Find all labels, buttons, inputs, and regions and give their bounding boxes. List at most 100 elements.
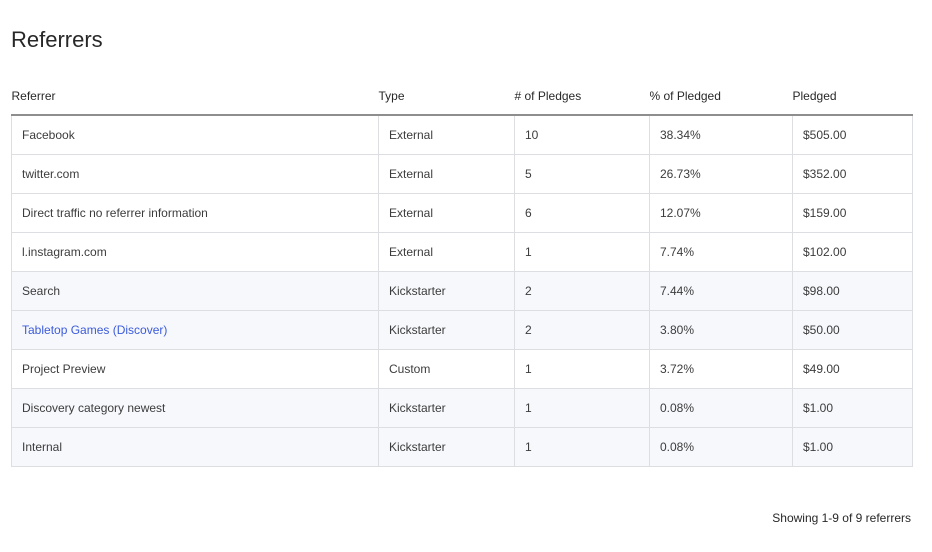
cell-pledged-text: $1.00 (803, 440, 834, 454)
cell-type: External (378, 232, 515, 272)
cell-pledges-text: 1 (525, 401, 532, 415)
cell-percent-pledged-text: 7.44% (660, 284, 695, 298)
referrer-link[interactable]: Tabletop Games (Discover) (22, 323, 168, 337)
cell-percent-pledged: 12.07% (649, 193, 793, 233)
cell-pledges: 1 (514, 232, 650, 272)
cell-pledged: $49.00 (792, 349, 913, 389)
cell-pledged: $352.00 (792, 154, 913, 194)
cell-pledges-text: 6 (525, 206, 532, 220)
cell-referrer-text: Project Preview (22, 362, 106, 376)
cell-percent-pledged-text: 12.07% (660, 206, 701, 220)
column-header-pledges[interactable]: # of Pledges (514, 78, 650, 116)
cell-type: External (378, 193, 515, 233)
cell-pledges: 2 (514, 271, 650, 311)
table-row: Direct traffic no referrer information Ex… (11, 193, 913, 233)
table-row: Discovery category newest Kickstarter 1 0.0… (11, 388, 913, 428)
cell-pledged: $98.00 (792, 271, 913, 311)
column-header-type[interactable]: Type (378, 78, 515, 116)
cell-percent-pledged: 0.08% (649, 427, 793, 467)
cell-referrer: Project Preview (11, 349, 379, 389)
column-header-pledged[interactable]: Pledged (792, 78, 913, 116)
cell-pledged: $1.00 (792, 388, 913, 428)
cell-type-text: Custom (389, 362, 431, 376)
cell-referrer: Tabletop Games (Discover) (11, 310, 379, 350)
cell-percent-pledged-text: 7.74% (660, 245, 695, 259)
cell-percent-pledged-text: 3.72% (660, 362, 695, 376)
cell-percent-pledged-text: 38.34% (660, 128, 701, 142)
cell-type-text: Kickstarter (389, 323, 446, 337)
cell-referrer-text: Direct traffic no referrer information (22, 206, 208, 220)
cell-pledged-text: $505.00 (803, 128, 847, 142)
cell-percent-pledged-text: 3.80% (660, 323, 695, 337)
cell-pledges: 1 (514, 349, 650, 389)
cell-referrer: l.instagram.com (11, 232, 379, 272)
table-row: Facebook External 10 38.34% $505.00 (11, 114, 913, 155)
cell-pledges: 6 (514, 193, 650, 233)
cell-pledges-text: 5 (525, 167, 532, 181)
pagination-status: Showing 1-9 of 9 referrers (772, 511, 911, 525)
cell-pledged: $505.00 (792, 114, 913, 155)
table-row: Project Preview Custom 1 3.72% $49.00 (11, 349, 913, 389)
table-row: Internal Kickstarter 1 0.08% $1.00 (11, 427, 913, 467)
cell-percent-pledged: 26.73% (649, 154, 793, 194)
cell-pledged-text: $98.00 (803, 284, 840, 298)
cell-pledged-text: $50.00 (803, 323, 840, 337)
cell-pledged: $1.00 (792, 427, 913, 467)
column-header-referrer[interactable]: Referrer (11, 78, 379, 116)
cell-pledges: 5 (514, 154, 650, 194)
cell-pledges-text: 1 (525, 362, 532, 376)
cell-type: Kickstarter (378, 310, 515, 350)
cell-referrer: Facebook (11, 114, 379, 155)
cell-referrer: Internal (11, 427, 379, 467)
table-row: Search Kickstarter 2 7.44% $98.00 (11, 271, 913, 311)
cell-pledged-text: $102.00 (803, 245, 847, 259)
cell-percent-pledged-text: 26.73% (660, 167, 701, 181)
cell-type-text: Kickstarter (389, 440, 446, 454)
cell-type: Kickstarter (378, 427, 515, 467)
cell-percent-pledged: 0.08% (649, 388, 793, 428)
cell-percent-pledged: 3.80% (649, 310, 793, 350)
cell-referrer: Direct traffic no referrer information (11, 193, 379, 233)
cell-referrer-text: Search (22, 284, 61, 298)
table-row: l.instagram.com External 1 7.74% $102.00 (11, 232, 913, 272)
cell-pledges: 1 (514, 388, 650, 428)
cell-percent-pledged: 7.74% (649, 232, 793, 272)
cell-pledged: $50.00 (792, 310, 913, 350)
cell-pledges-text: 10 (525, 128, 539, 142)
cell-pledges: 2 (514, 310, 650, 350)
cell-pledges-text: 2 (525, 323, 532, 337)
cell-referrer: Search (11, 271, 379, 311)
cell-percent-pledged: 3.72% (649, 349, 793, 389)
page-title: Referrers (11, 27, 103, 52)
cell-pledged-text: $1.00 (803, 401, 834, 415)
cell-type: External (378, 114, 515, 155)
cell-referrer-text: Facebook (22, 128, 75, 142)
cell-pledged-text: $352.00 (803, 167, 847, 181)
referrers-table: Referrer Type # of Pledges % of Pledged … (11, 78, 913, 467)
cell-type: Custom (378, 349, 515, 389)
cell-type: External (378, 154, 515, 194)
cell-type: Kickstarter (378, 271, 515, 311)
table-header-row: Referrer Type # of Pledges % of Pledged … (11, 78, 913, 116)
cell-type-text: External (389, 206, 434, 220)
cell-referrer-text: l.instagram.com (22, 245, 107, 259)
cell-type-text: External (389, 167, 434, 181)
cell-referrer: Discovery category newest (11, 388, 379, 428)
cell-pledged: $102.00 (792, 232, 913, 272)
cell-pledged-text: $49.00 (803, 362, 840, 376)
cell-type-text: Kickstarter (389, 401, 446, 415)
cell-percent-pledged: 38.34% (649, 114, 793, 155)
cell-type-text: Kickstarter (389, 284, 446, 298)
column-header-percent-pledged[interactable]: % of Pledged (649, 78, 793, 116)
cell-pledges: 1 (514, 427, 650, 467)
cell-referrer-text: Discovery category newest (22, 401, 166, 415)
cell-pledges-text: 1 (525, 245, 532, 259)
cell-percent-pledged-text: 0.08% (660, 401, 695, 415)
cell-type: Kickstarter (378, 388, 515, 428)
table-row: twitter.com External 5 26.73% $352.00 (11, 154, 913, 194)
cell-pledges: 10 (514, 114, 650, 155)
table-row: Tabletop Games (Discover) Kickstarter 2 3.8… (11, 310, 913, 350)
cell-percent-pledged-text: 0.08% (660, 440, 695, 454)
cell-type-text: External (389, 128, 434, 142)
cell-pledges-text: 1 (525, 440, 532, 454)
